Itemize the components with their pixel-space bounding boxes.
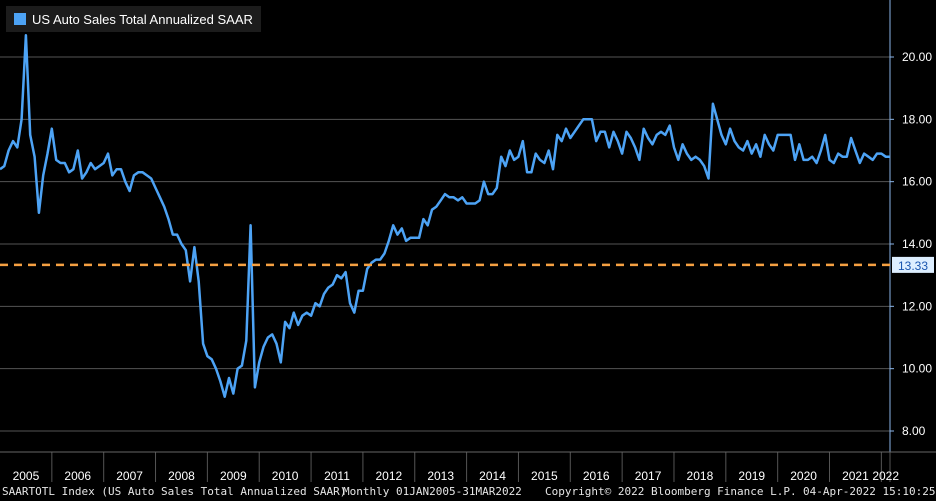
x-tick-label: 2020 — [790, 469, 817, 483]
x-tick-label: 2013 — [427, 469, 454, 483]
series-line — [0, 33, 890, 398]
x-tick-label: 2022 — [872, 469, 899, 483]
x-tick-label: 2006 — [64, 469, 91, 483]
footer-range: Monthly 01JAN2005-31MAR2022 — [343, 485, 522, 498]
y-tick-label: 20.00 — [902, 50, 932, 64]
x-tick-label: 2008 — [168, 469, 195, 483]
y-tick-label: 12.00 — [902, 299, 932, 313]
x-tick-label: 2016 — [583, 469, 610, 483]
x-tick-label: 2011 — [324, 469, 350, 483]
y-axis: 8.00 10.00 12.00 14.00 16.00 18.00 20.00 — [889, 0, 932, 452]
x-axis: 2005 2006 2007 2008 2009 2010 2011 2012 2013 2014… — [0, 451, 936, 483]
y-tick-label: 14.00 — [902, 237, 932, 251]
x-tick-label: 2015 — [531, 469, 558, 483]
footer: SAARTOTL Index (US Auto Sales Total Annu… — [0, 484, 936, 501]
y-tick-label: 18.00 — [902, 112, 932, 126]
y-tick-label: 16.00 — [902, 175, 932, 189]
grid — [0, 56, 890, 432]
reference-label-bg — [892, 256, 934, 273]
x-tick-label: 2007 — [116, 469, 143, 483]
legend-label: US Auto Sales Total Annualized SAAR — [32, 11, 253, 27]
x-tick-label: 2019 — [738, 469, 765, 483]
x-tick-label: 2021 — [842, 469, 869, 483]
y-tick-label: 10.00 — [902, 362, 932, 376]
footer-copyright: Copyright© 2022 Bloomberg Finance L.P. — [545, 485, 797, 498]
legend: US Auto Sales Total Annualized SAAR — [6, 6, 261, 32]
x-tick-label: 2017 — [635, 469, 662, 483]
x-tick-label: 2010 — [272, 469, 299, 483]
x-tick-label: 2009 — [220, 469, 247, 483]
series-layer — [0, 33, 890, 398]
legend-swatch — [14, 13, 26, 25]
year-dividers — [51, 452, 891, 482]
reference-layer: 13.33 — [0, 256, 934, 273]
x-tick-label: 2018 — [687, 469, 714, 483]
footer-ticker: SAARTOTL Index (US Auto Sales Total Annu… — [2, 485, 347, 498]
x-tick-label: 2012 — [375, 469, 402, 483]
x-tick-label: 2014 — [479, 469, 506, 483]
y-tick-label: 8.00 — [902, 424, 926, 438]
x-tick-label: 2005 — [13, 469, 40, 483]
reference-label: 13.33 — [898, 259, 928, 273]
footer-timestamp: 04-Apr-2022 15:10:25 — [803, 485, 936, 498]
